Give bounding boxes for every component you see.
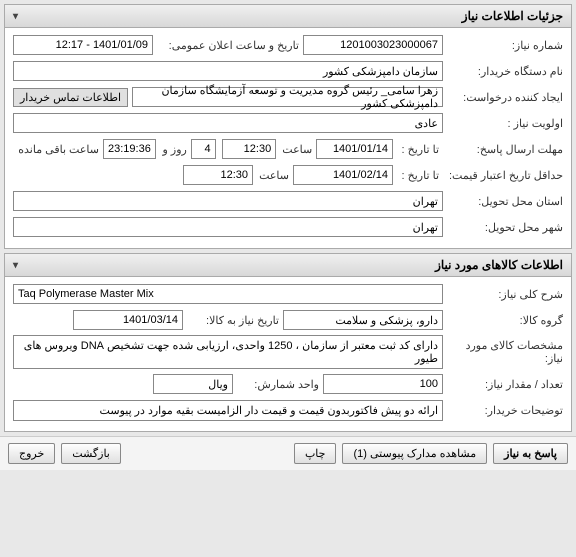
respond-button[interactable]: پاسخ به نیاز: [493, 443, 568, 464]
days-field: 4: [191, 139, 216, 159]
validity-date-field: 1401/02/14: [293, 165, 393, 185]
group-label: گروه کالا:: [443, 314, 563, 327]
notes-field: ارائه دو پیش فاکتوربدون قیمت و قیمت دار …: [13, 400, 443, 421]
notes-label: توضیحات خریدار:: [443, 404, 563, 417]
countdown-field: 23:19:36: [103, 139, 156, 159]
buyer-field: سازمان دامپزشکی کشور: [13, 61, 443, 81]
priority-field: عادی: [13, 113, 443, 133]
city-label: شهر محل تحویل:: [443, 221, 563, 234]
province-label: استان محل تحویل:: [443, 195, 563, 208]
to-date-label-2: تا تاریخ :: [393, 169, 443, 182]
footer-spacer: [127, 443, 288, 464]
province-field: تهران: [13, 191, 443, 211]
time-label-2: ساعت: [253, 169, 293, 182]
panel2-body: شرح کلی نیاز: Taq Polymerase Master Mix …: [5, 277, 571, 431]
validity-label: حداقل تاریخ اعتبار قیمت:: [443, 169, 563, 182]
desc-field: Taq Polymerase Master Mix: [13, 284, 443, 304]
city-field: تهران: [13, 217, 443, 237]
spec-label: مشخصات کالای مورد نیاز:: [443, 339, 563, 365]
back-button[interactable]: بازگشت: [61, 443, 121, 464]
unit-label: واحد شمارش:: [233, 378, 323, 391]
spec-field: دارای کد ثبت معتبر از سازمان ، 1250 واحد…: [13, 335, 443, 369]
reply-date-field: 1401/01/14: [316, 139, 393, 159]
time-label-1: ساعت: [276, 143, 316, 156]
need-date-label: تاریخ نیاز به کالا:: [183, 314, 283, 327]
desc-label: شرح کلی نیاز:: [443, 288, 563, 301]
qty-field: 100: [323, 374, 443, 394]
view-attachments-button[interactable]: مشاهده مدارک پیوستی (1): [342, 443, 487, 464]
priority-label: اولویت نیاز :: [443, 117, 563, 130]
need-details-panel: جزئیات اطلاعات نیاز ▾ شماره نیاز: 120100…: [4, 4, 572, 249]
group-field: دارو، پزشکی و سلامت: [283, 310, 443, 330]
need-no-label: شماره نیاز:: [443, 39, 563, 52]
reply-deadline-label: مهلت ارسال پاسخ:: [443, 143, 563, 156]
creator-field: زهرا سامی_ رئیس گروه مدیریت و توسعه آزما…: [132, 87, 443, 107]
panel2-header: اطلاعات کالاهای مورد نیاز ▾: [5, 254, 571, 277]
qty-label: تعداد / مقدار نیاز:: [443, 378, 563, 391]
unit-field: ویال: [153, 374, 233, 394]
buyer-label: نام دستگاه خریدار:: [443, 65, 563, 78]
panel1-title: جزئیات اطلاعات نیاز: [462, 9, 563, 23]
collapse-icon[interactable]: ▾: [13, 11, 18, 22]
print-button[interactable]: چاپ: [294, 443, 337, 464]
panel2-title: اطلاعات کالاهای مورد نیاز: [435, 258, 563, 272]
panel1-header: جزئیات اطلاعات نیاز ▾: [5, 5, 571, 28]
need-no-field: 1201003023000067: [303, 35, 443, 55]
announce-label: تاریخ و ساعت اعلان عمومی:: [153, 39, 303, 52]
reply-time-field: 12:30: [222, 139, 277, 159]
panel1-body: شماره نیاز: 1201003023000067 تاریخ و ساع…: [5, 28, 571, 248]
need-date-field: 1401/03/14: [73, 310, 183, 330]
to-date-label: تا تاریخ :: [393, 143, 443, 156]
validity-time-field: 12:30: [183, 165, 253, 185]
announce-field: 1401/01/09 - 12:17: [13, 35, 153, 55]
footer-toolbar: پاسخ به نیاز مشاهده مدارک پیوستی (1) چاپ…: [0, 436, 576, 470]
goods-info-panel: اطلاعات کالاهای مورد نیاز ▾ شرح کلی نیاز…: [4, 253, 572, 432]
contact-info-button[interactable]: اطلاعات تماس خریدار: [13, 88, 128, 107]
days-label: روز و: [156, 143, 191, 156]
creator-label: ایجاد کننده درخواست:: [443, 91, 563, 104]
collapse-icon-2[interactable]: ▾: [13, 260, 18, 271]
exit-button[interactable]: خروج: [8, 443, 55, 464]
countdown-label: ساعت باقی مانده: [13, 143, 103, 156]
